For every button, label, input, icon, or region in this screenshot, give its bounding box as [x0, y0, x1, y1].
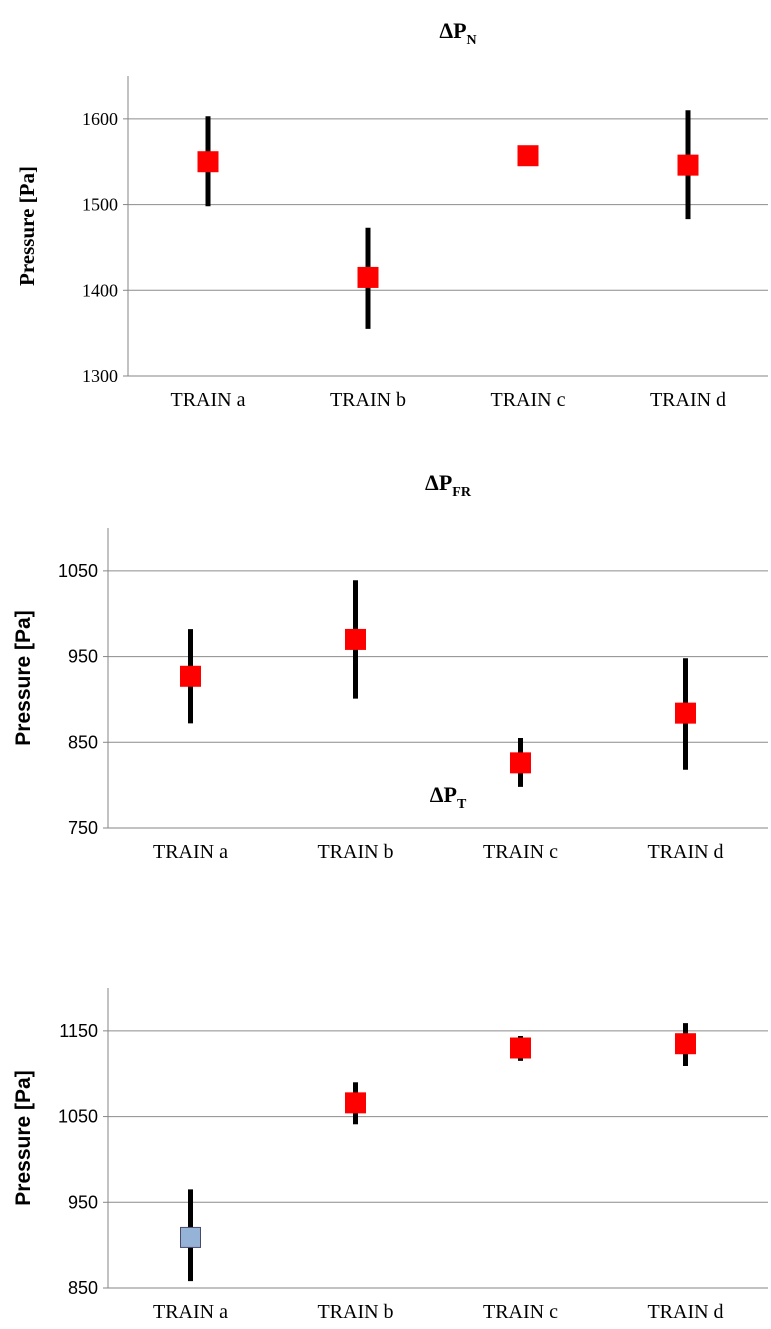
x-tick-label: TRAIN b: [330, 389, 406, 411]
data-point: [180, 665, 201, 687]
x-tick-label: TRAIN d: [647, 1301, 723, 1323]
y-tick-label: 850: [68, 1278, 98, 1298]
data-point: [675, 702, 696, 724]
x-tick-label: TRAIN b: [317, 841, 393, 863]
y-tick-label: 1500: [82, 195, 118, 215]
y-tick-label: 1150: [59, 1021, 98, 1041]
y-tick-label: 950: [68, 1192, 98, 1212]
data-point: [357, 266, 379, 288]
chart-2: ΔPFR 750 850 950 1050 Pressure [Pa] TRAIN a TRA…: [12, 470, 768, 863]
y-tick-label: 1050: [58, 561, 98, 581]
x-tick-label: TRAIN c: [491, 389, 566, 411]
data-point: [677, 154, 699, 176]
y-tick-label: 950: [68, 647, 98, 667]
y-tick-label: 1600: [82, 109, 118, 129]
y-axis-label: Pressure [Pa]: [12, 1070, 35, 1205]
y-tick-label: 1400: [82, 280, 118, 300]
chart-title: ΔPFR: [425, 470, 472, 500]
data-point: [345, 1092, 366, 1114]
y-tick-label: 1300: [82, 366, 118, 386]
data-point: [675, 1033, 696, 1055]
x-tick-label: TRAIN c: [483, 841, 558, 863]
data-point: [345, 628, 366, 650]
y-axis-label: Pressure [Pa]: [15, 166, 39, 286]
data-point: [517, 145, 539, 167]
data-point: [197, 151, 219, 173]
y-tick-label: 1050: [58, 1107, 98, 1127]
x-tick-label: TRAIN d: [647, 841, 723, 863]
y-tick-label: 750: [68, 818, 98, 838]
x-tick-label: TRAIN b: [317, 1301, 393, 1323]
x-tick-label: TRAIN c: [483, 1301, 558, 1323]
x-tick-label: TRAIN a: [153, 841, 228, 863]
y-axis-label: Pressure [Pa]: [12, 610, 35, 745]
x-tick-label: TRAIN d: [650, 389, 726, 411]
chart-title: ΔPN: [439, 18, 476, 48]
x-tick-label: TRAIN a: [153, 1301, 228, 1323]
chart-title: ΔPT: [430, 782, 467, 812]
data-point: [180, 1226, 201, 1248]
data-point: [510, 752, 531, 774]
y-tick-label: 850: [68, 732, 98, 752]
data-point: [510, 1037, 531, 1059]
x-tick-label: TRAIN a: [171, 389, 246, 411]
chart-1: ΔPN 1300 1400 1500 1600 Pressure [Pa] TRAIN a T…: [15, 18, 768, 411]
chart-3: ΔPT 850 950 1050 1150 Pressure [Pa] TRAIN a TRA…: [12, 782, 768, 1323]
